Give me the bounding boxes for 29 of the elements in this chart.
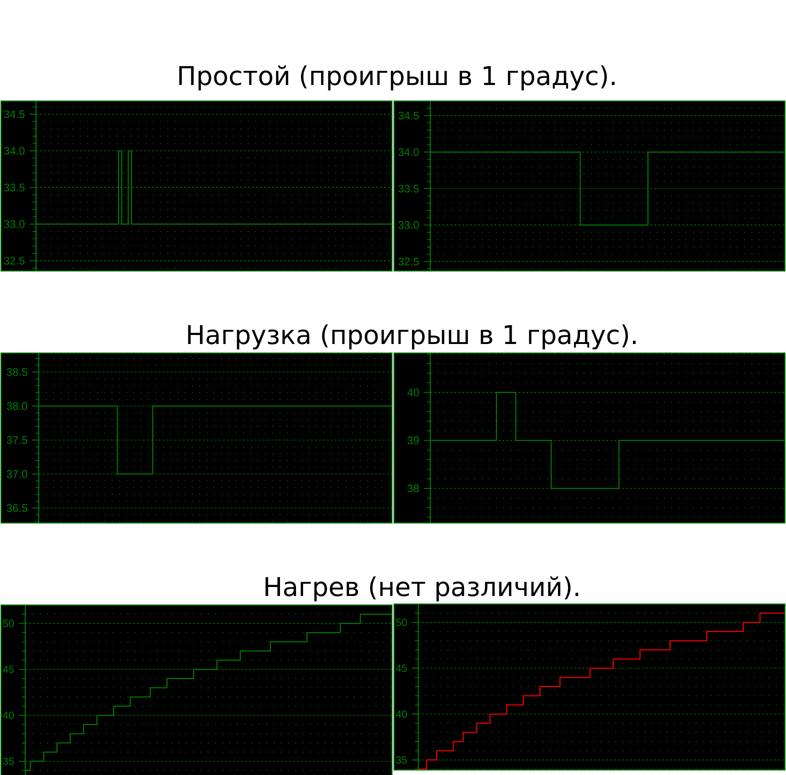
y-tick-label: 38.5 (6, 368, 28, 376)
y-tick-label: 33.0 (4, 220, 25, 228)
y-tick-label: 34.0 (4, 146, 25, 155)
chart-title: Нагрузка (проигрыш в 1 градус). (188, 324, 636, 350)
y-tick-label: 45 (2, 666, 14, 674)
y-tick-label: 38.0 (6, 402, 28, 410)
y-tick-label: 33.0 (398, 221, 419, 229)
y-tick-label: 36.5 (6, 504, 28, 512)
y-tick-label: 45 (396, 664, 407, 672)
y-tick-label: 34.5 (398, 112, 419, 120)
y-tick-label: 33.5 (398, 184, 419, 192)
y-tick-label: 35 (396, 756, 407, 764)
y-tick-label: 37.0 (6, 470, 28, 478)
y-tick-label: 34.0 (398, 148, 419, 156)
y-tick-label: 38 (408, 484, 419, 492)
y-tick-label: 50 (396, 618, 407, 626)
chart-title: Нагрев (нет различий). (266, 576, 578, 602)
y-tick-label: 35 (3, 758, 14, 766)
y-tick-label: 34.5 (4, 110, 25, 118)
y-tick-label: 33.5 (4, 184, 25, 192)
y-tick-label: 39 (408, 436, 419, 444)
y-tick-label: 40 (2, 712, 14, 720)
y-tick-label: 32.5 (398, 258, 419, 266)
y-tick-label: 32.5 (4, 256, 25, 265)
y-tick-label: 37.5 (6, 436, 28, 444)
y-tick-label: 40 (407, 388, 419, 396)
chart-title: Простой (проигрыш в 1 градус). (179, 65, 615, 90)
y-tick-label: 50 (3, 620, 14, 628)
y-tick-label: 40 (396, 710, 407, 718)
